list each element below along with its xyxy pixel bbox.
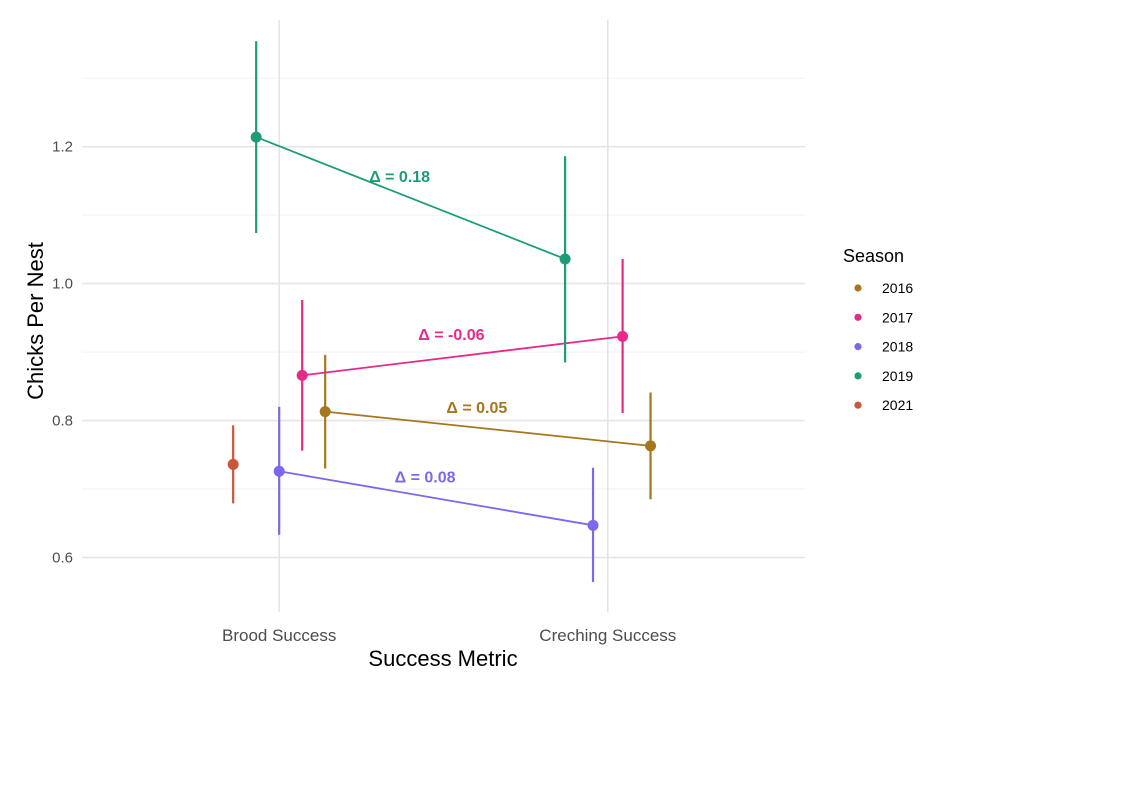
data-point-2018 — [587, 519, 599, 531]
series-line-2018 — [279, 470, 594, 527]
y-tick-label: 1.0 — [52, 276, 73, 293]
delta-label-2016: Δ = 0.05 — [446, 400, 507, 417]
legend-key-2017 — [854, 313, 862, 321]
tick-labels: 0.6 0.8 1.0 1.2 Brood Success Creching Succes… — [52, 139, 676, 645]
legend-label-2016: 2016 — [882, 280, 913, 296]
legend-label-2018: 2018 — [882, 339, 913, 355]
y-axis-title: Chicks Per Nest — [23, 242, 48, 400]
series-line-2016 — [325, 410, 651, 447]
y-tick-label: 0.6 — [52, 549, 73, 566]
series-line-2017 — [302, 335, 623, 377]
data-point-2017 — [617, 330, 629, 342]
data-point-2021 — [227, 458, 239, 470]
data-point-2016 — [645, 440, 657, 452]
legend-key-2016 — [854, 284, 862, 292]
legend-key-2018 — [854, 343, 862, 351]
legend-label-2019: 2019 — [882, 368, 913, 384]
legend-label-2021: 2021 — [882, 397, 913, 413]
delta-label-2017: Δ = -0.06 — [418, 327, 484, 344]
legend-title: Season — [843, 246, 904, 266]
legend-key-2021 — [854, 401, 862, 409]
y-tick-label: 1.2 — [52, 139, 73, 156]
data-point-2018 — [273, 465, 285, 477]
legend-key-2019 — [854, 372, 862, 380]
x-axis-title: Success Metric — [368, 646, 517, 671]
data-point-2019 — [559, 253, 571, 265]
legend: Season 2016 2017 2018 2019 2021 — [843, 246, 913, 413]
grid-layer — [82, 20, 805, 612]
x-tick-label: Brood Success — [222, 626, 336, 645]
x-tick-label: Creching Success — [539, 626, 676, 645]
data-point-2017 — [296, 369, 308, 381]
delta-label-2018: Δ = 0.08 — [395, 469, 456, 486]
legend-label-2017: 2017 — [882, 309, 913, 325]
delta-label-2019: Δ = 0.18 — [369, 169, 430, 186]
y-tick-label: 0.8 — [52, 413, 73, 430]
data-point-2019 — [250, 131, 262, 143]
series-line-2019 — [255, 136, 566, 260]
delta-annotations: Δ = 0.05 Δ = -0.06 Δ = 0.08 Δ = 0.18 — [369, 169, 507, 486]
data-point-2016 — [319, 406, 331, 418]
data-marks — [227, 41, 657, 583]
